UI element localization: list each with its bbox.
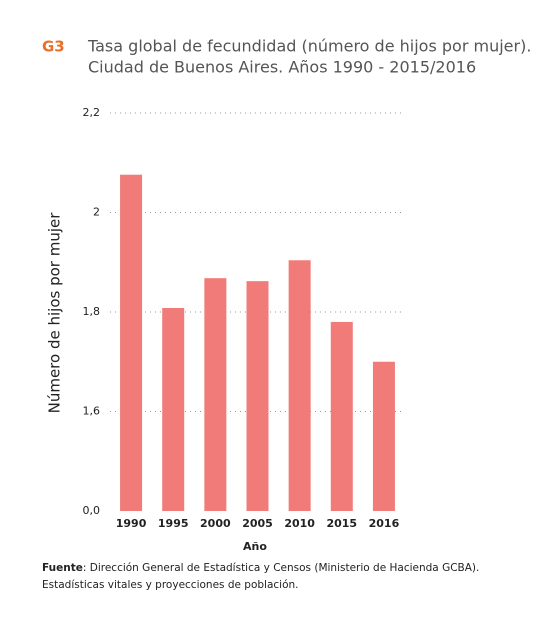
x-tick-label: 2016	[369, 517, 400, 530]
bar	[372, 361, 395, 511]
x-tick-label: 1990	[116, 517, 147, 530]
bar	[330, 321, 353, 511]
y-tick-label: 1,6	[83, 405, 101, 418]
y-tick-label: 0,0	[83, 504, 101, 517]
x-tick-label: 2010	[284, 517, 315, 530]
y-axis-label: Número de hijos por mujer	[46, 212, 64, 414]
x-tick-label: 2000	[200, 517, 231, 530]
x-tick-label: 2005	[242, 517, 273, 530]
x-tick-label: 2015	[326, 517, 357, 530]
y-tick-label: 2,2	[83, 106, 101, 119]
source-text: : Dirección General de Estadística y Cen…	[83, 562, 479, 574]
bar	[288, 260, 311, 511]
chart-title: Tasa global de fecundidad (número de hij…	[87, 37, 531, 56]
source-text: Estadísticas vitales y proyecciones de p…	[42, 579, 299, 591]
figure-label: G3	[42, 38, 65, 56]
source-label: Fuente	[42, 562, 83, 574]
bar	[162, 308, 185, 511]
bar	[120, 174, 143, 511]
x-axis-label: Año	[243, 540, 267, 553]
chart-subtitle: Ciudad de Buenos Aires. Años 1990 - 2015…	[88, 58, 476, 77]
source: Fuente: Dirección General de Estadística…	[42, 562, 479, 574]
bar	[246, 281, 269, 511]
y-tick-label: 2	[93, 206, 100, 219]
x-tick-label: 1995	[158, 517, 189, 530]
bar	[204, 278, 227, 511]
y-tick-label: 1,8	[83, 305, 101, 318]
